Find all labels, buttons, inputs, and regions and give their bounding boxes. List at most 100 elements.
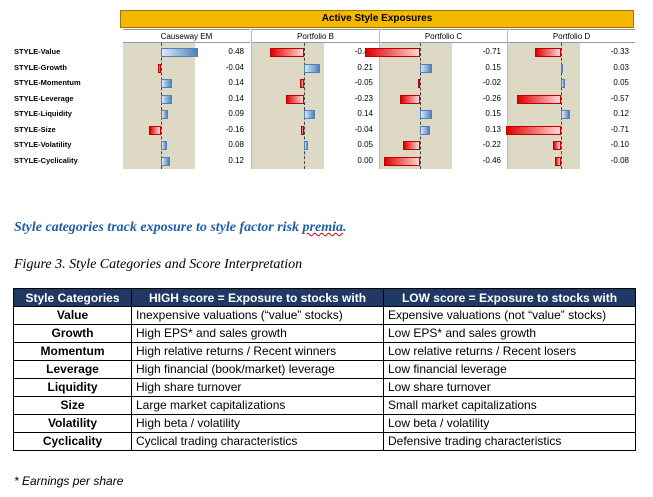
exposure-value: -0.44 <box>354 47 373 56</box>
table-row: Liquidity High share turnover Low share tu… <box>13 378 636 397</box>
exposure-value: 0.08 <box>228 140 244 149</box>
exposure-value: 0.12 <box>613 109 629 118</box>
low-score-cell: Low share turnover <box>383 378 636 397</box>
exposure-bar <box>553 141 561 150</box>
style-category-cell: Momentum <box>13 342 132 361</box>
style-category-cell: Leverage <box>13 360 132 379</box>
exposure-bar <box>300 79 304 88</box>
style-row-label: STYLE-Value <box>14 47 61 56</box>
exposure-bar <box>384 156 420 166</box>
exposure-bar <box>300 125 304 135</box>
exposure-value: 0.12 <box>228 155 244 165</box>
exposure-bar <box>561 79 565 88</box>
style-category-cell: Cyclicality <box>13 432 132 451</box>
exposure-bar <box>402 141 420 150</box>
style-row-label: STYLE-Momentum <box>14 78 81 87</box>
low-score-cell: Defensive trading characteristics <box>383 432 636 451</box>
exposure-value: 0.14 <box>228 78 244 87</box>
exposure-bar <box>161 48 199 57</box>
low-score-cell: Low financial leverage <box>383 360 636 379</box>
column-separator <box>507 29 508 169</box>
exposure-value: -0.57 <box>610 93 629 103</box>
exposure-value: 0.14 <box>228 93 244 103</box>
style-category-cell: Value <box>13 306 132 325</box>
exposure-value: 0.05 <box>357 140 373 149</box>
high-score-cell: High relative returns / Recent winners <box>131 342 384 361</box>
zero-axis-line <box>420 43 421 169</box>
style-categories-table: Style Categories HIGH score = Exposure t… <box>13 288 636 451</box>
section-subtitle: Style categories track exposure to style… <box>14 220 346 236</box>
exposure-value: -0.22 <box>482 140 501 149</box>
zero-axis-line <box>561 43 562 169</box>
exposure-bar <box>304 63 321 73</box>
exposure-bar <box>561 63 564 73</box>
exposure-value: -0.10 <box>610 140 629 149</box>
exposure-value: -0.33 <box>610 47 629 56</box>
high-score-cell: High beta / volatility <box>131 414 384 433</box>
table-row: Leverage High financial (book/market) lev… <box>13 360 636 379</box>
subtitle-text: Style categories track exposure to style… <box>14 220 303 235</box>
portfolio-header: Portfolio D <box>508 29 635 43</box>
column-separator <box>379 29 380 169</box>
exposure-value: -0.04 <box>354 124 373 134</box>
style-category-cell: Size <box>13 396 132 415</box>
exposure-value: 0.05 <box>613 78 629 87</box>
exposure-bar <box>418 79 420 88</box>
exposure-value: -0.04 <box>225 62 244 72</box>
bar-area <box>508 43 580 169</box>
high-score-cell: Cyclical trading characteristics <box>131 432 384 451</box>
exposure-bar <box>161 110 168 119</box>
style-row-label: STYLE-Size <box>14 124 56 134</box>
exposure-bar <box>506 125 561 135</box>
style-row-label: STYLE-Leverage <box>14 93 74 103</box>
column-separator <box>251 29 252 169</box>
exposure-bar <box>365 48 420 57</box>
table-row: Cyclicality Cyclical trading characterist… <box>13 432 636 451</box>
low-score-cell: Low beta / volatility <box>383 414 636 433</box>
exposure-bar <box>420 125 431 135</box>
table-row: Volatility High beta / volatility Low beta… <box>13 414 636 433</box>
exposure-value: -0.26 <box>482 93 501 103</box>
style-category-cell: Growth <box>13 324 132 343</box>
style-row-label: STYLE-Growth <box>14 62 67 72</box>
exposure-bar <box>148 125 161 135</box>
exposure-value: 0.00 <box>357 155 373 165</box>
exposure-bar <box>420 110 432 119</box>
exposure-bar <box>286 94 304 104</box>
header-high-score: HIGH score = Exposure to stocks with <box>131 288 384 307</box>
exposure-value: -0.05 <box>354 78 373 87</box>
table-header-row: Style Categories HIGH score = Exposure t… <box>13 288 636 307</box>
high-score-cell: Inexpensive valuations (“value” stocks) <box>131 306 384 325</box>
chart-title: Active Style Exposures <box>120 10 634 28</box>
exposure-bar <box>161 156 171 166</box>
exposure-bar <box>161 79 172 88</box>
table-row: Size Large market capitalizations Small ma… <box>13 396 636 415</box>
exposure-bar <box>554 156 561 166</box>
high-score-cell: High EPS* and sales growth <box>131 324 384 343</box>
high-score-cell: Large market capitalizations <box>131 396 384 415</box>
bar-area <box>123 43 195 169</box>
table-row: Growth High EPS* and sales growth Low EPS*… <box>13 324 636 343</box>
portfolio-header: Portfolio B <box>252 29 379 43</box>
style-row-label: STYLE-Volatility <box>14 140 72 149</box>
exposure-value: 0.09 <box>228 109 244 118</box>
low-score-cell: Low relative returns / Recent losers <box>383 342 636 361</box>
bar-area <box>252 43 324 169</box>
high-score-cell: High financial (book/market) leverage <box>131 360 384 379</box>
exposure-bar <box>161 94 172 104</box>
exposure-bar <box>516 94 561 104</box>
exposure-bar <box>420 63 432 73</box>
header-low-score: LOW score = Exposure to stocks with <box>383 288 636 307</box>
exposure-bar <box>561 110 571 119</box>
exposure-value: 0.15 <box>485 109 501 118</box>
table-row: Value Inexpensive valuations (“value” sto… <box>13 306 636 325</box>
exposure-value: 0.15 <box>485 62 501 72</box>
exposure-value: -0.08 <box>610 155 629 165</box>
subtitle-underlined-word: premia <box>302 220 343 235</box>
exposure-value: -0.71 <box>482 47 501 56</box>
exposure-value: -0.23 <box>354 93 373 103</box>
subtitle-tail: . <box>342 220 347 235</box>
exposure-value: 0.14 <box>357 109 373 118</box>
exposure-value: 0.13 <box>485 124 501 134</box>
exposure-bar <box>269 48 304 57</box>
